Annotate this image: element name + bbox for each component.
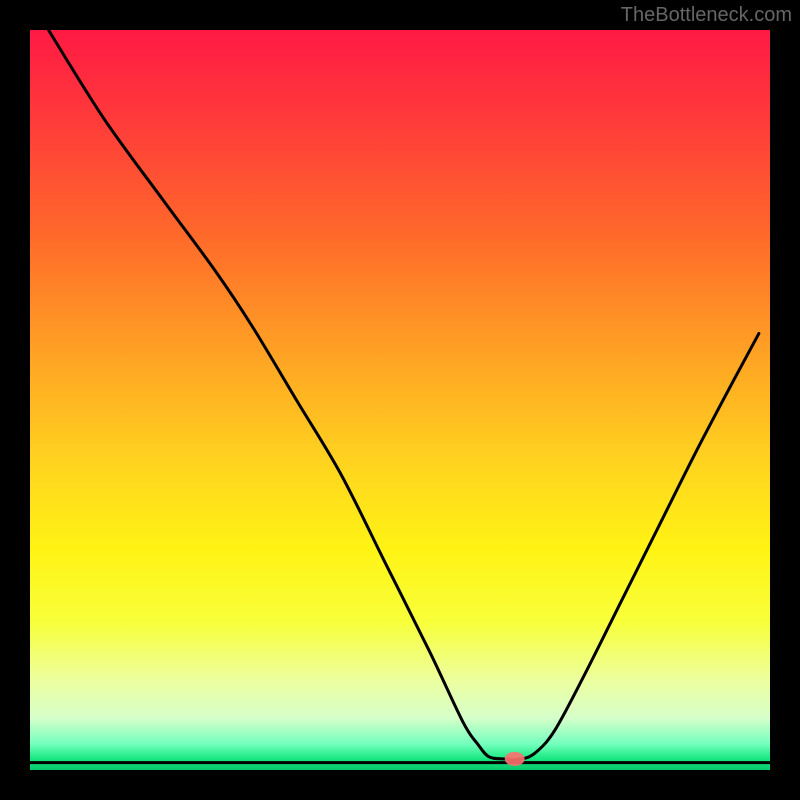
optimum-marker <box>505 752 525 766</box>
chart-plot-bg <box>30 30 770 770</box>
bottleneck-chart <box>0 0 800 800</box>
watermark-label: TheBottleneck.com <box>621 4 792 27</box>
